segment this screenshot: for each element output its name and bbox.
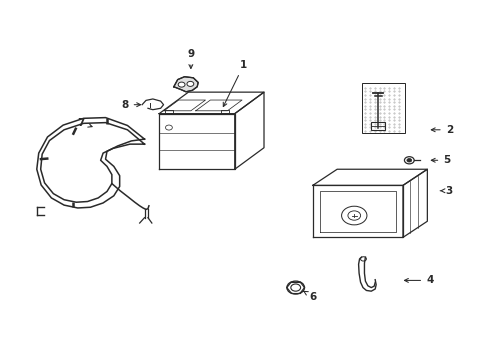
Text: 7: 7 — [77, 118, 92, 128]
Text: 2: 2 — [430, 125, 452, 135]
Circle shape — [178, 82, 184, 87]
Polygon shape — [173, 77, 198, 92]
Circle shape — [186, 81, 193, 86]
Text: 8: 8 — [121, 100, 141, 110]
Text: 6: 6 — [303, 291, 316, 302]
Text: 1: 1 — [223, 60, 246, 107]
Circle shape — [406, 158, 411, 162]
Text: 9: 9 — [187, 49, 194, 68]
Text: 3: 3 — [439, 186, 452, 196]
Text: 5: 5 — [430, 155, 449, 165]
Text: 4: 4 — [404, 275, 432, 285]
Bar — [361, 83, 405, 134]
Bar — [370, 122, 384, 130]
